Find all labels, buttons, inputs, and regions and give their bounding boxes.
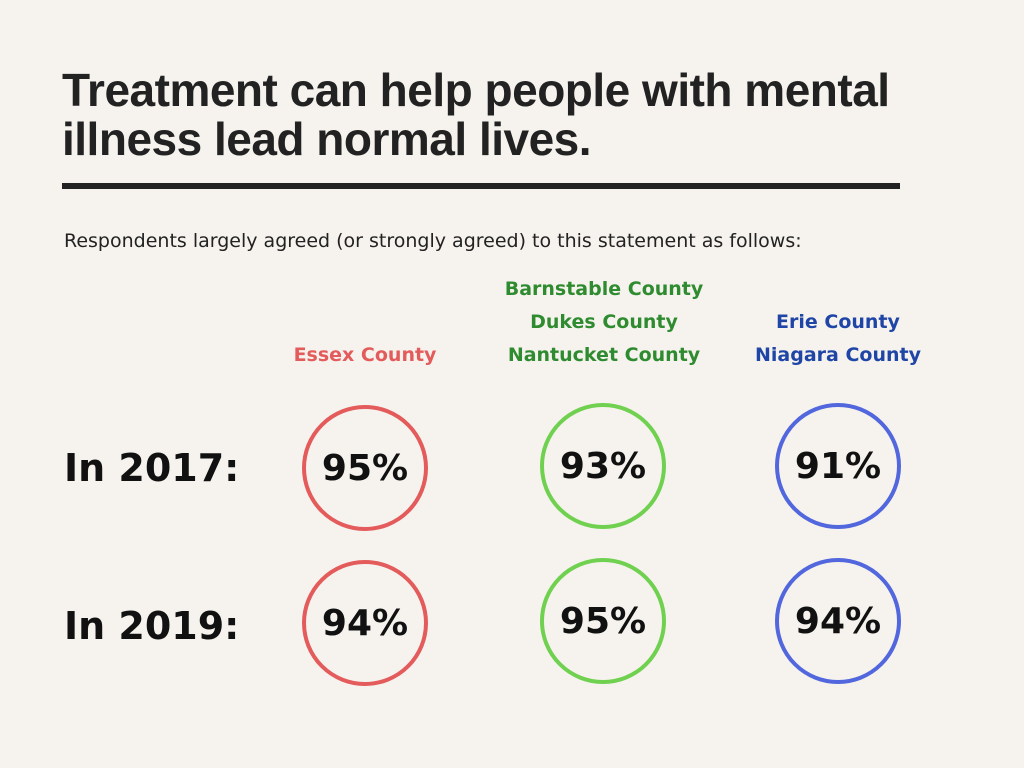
column-header-line: Niagara County: [755, 344, 921, 366]
row-label-2017: In 2017:: [64, 446, 240, 490]
column-header-line: Erie County: [776, 311, 900, 333]
value-label: 93%: [559, 445, 647, 487]
value-label: 95%: [559, 600, 647, 642]
value-label: 94%: [321, 602, 409, 644]
subtitle: Respondents largely agreed (or strongly …: [64, 230, 802, 252]
value-label: 91%: [794, 445, 882, 487]
value-circle-cape-2017: 93%: [540, 403, 666, 529]
row-label-2019: In 2019:: [64, 604, 240, 648]
value-label: 94%: [794, 600, 882, 642]
page-title: Treatment can help people with mental il…: [62, 64, 890, 165]
value-circle-erie-2019: 94%: [775, 558, 901, 684]
value-circle-cape-2019: 95%: [540, 558, 666, 684]
column-header-line: Nantucket County: [507, 344, 701, 366]
value-circle-erie-2017: 91%: [775, 403, 901, 529]
value-circle-essex-2017: 95%: [302, 405, 428, 531]
column-header-essex: Essex County: [215, 338, 515, 372]
title-divider: [62, 183, 900, 189]
column-header-erie-niagara: Erie County Niagara County: [688, 306, 988, 372]
column-header-cape-islands: Barnstable County Dukes County Nantucket…: [454, 272, 754, 372]
value-label: 95%: [321, 447, 409, 489]
column-header-line: Dukes County: [530, 311, 678, 333]
column-header-line: Essex County: [293, 344, 437, 366]
column-header-line: Barnstable County: [504, 278, 704, 300]
value-circle-essex-2019: 94%: [302, 560, 428, 686]
